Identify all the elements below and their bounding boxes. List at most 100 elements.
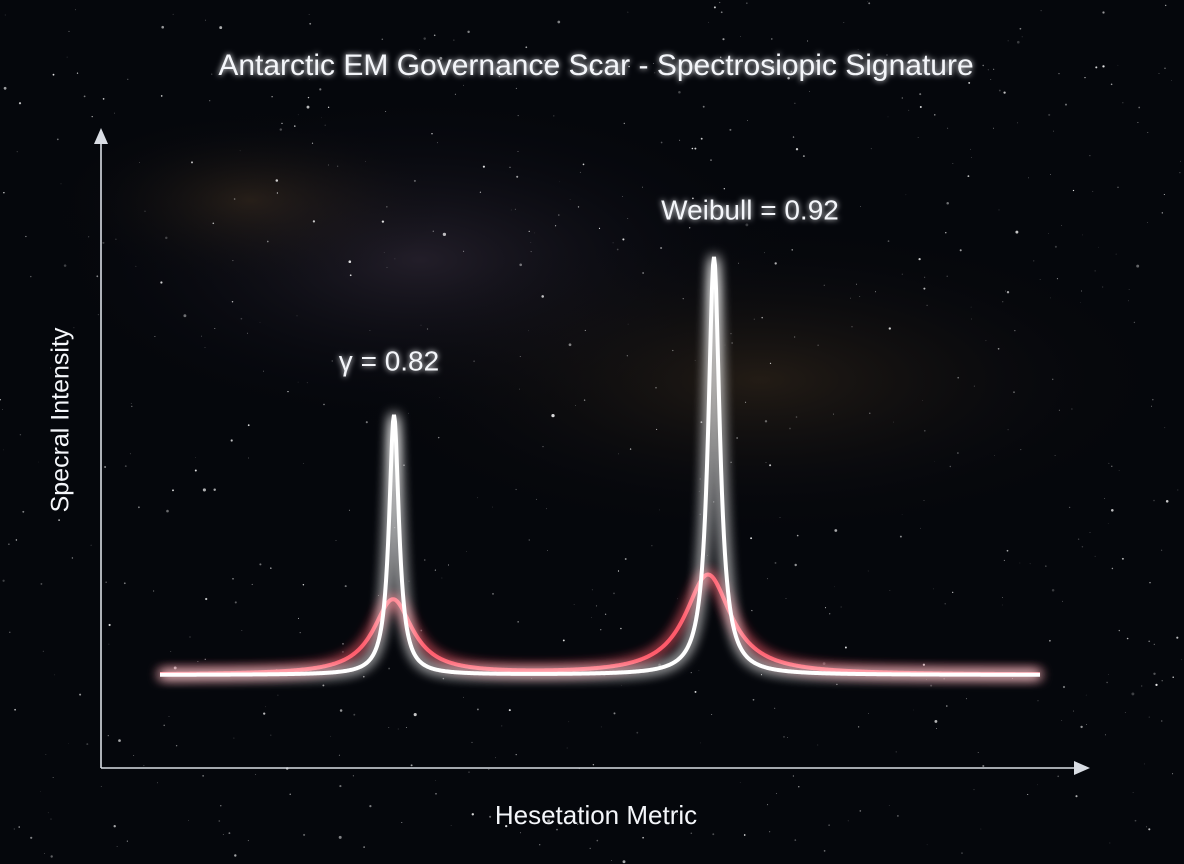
star [1143, 763, 1145, 765]
star [331, 360, 333, 362]
star [319, 88, 322, 91]
star [679, 139, 681, 141]
star [501, 725, 503, 727]
star [642, 272, 644, 274]
star [419, 49, 421, 51]
star [498, 75, 500, 78]
star [211, 73, 213, 75]
star [539, 844, 541, 846]
star [489, 815, 492, 818]
star [509, 166, 511, 168]
star [401, 822, 403, 823]
star [97, 314, 99, 316]
star [1004, 290, 1007, 292]
star [528, 539, 530, 541]
star [299, 631, 301, 634]
star [935, 727, 938, 730]
star [658, 663, 661, 667]
star [1160, 549, 1163, 551]
star [108, 623, 111, 627]
star [1127, 300, 1129, 302]
star [307, 96, 310, 99]
star [926, 679, 927, 680]
star [270, 567, 272, 569]
star [794, 336, 796, 338]
star [468, 771, 470, 773]
star [44, 853, 45, 854]
star [1081, 546, 1084, 548]
star [107, 735, 109, 737]
star [1062, 685, 1066, 689]
star [626, 355, 628, 357]
star [353, 713, 356, 716]
star [555, 225, 557, 227]
star [919, 93, 922, 96]
star [508, 709, 511, 712]
star [908, 109, 910, 111]
star [930, 684, 933, 687]
star [566, 747, 568, 749]
star [901, 273, 903, 275]
star [616, 248, 619, 251]
star [751, 610, 753, 612]
star [312, 220, 316, 223]
star [410, 65, 412, 67]
star [83, 95, 86, 98]
star [1040, 10, 1042, 12]
star [1057, 775, 1060, 778]
star [558, 214, 560, 216]
star [303, 833, 306, 836]
star [265, 706, 267, 708]
star [1020, 449, 1022, 451]
star [689, 227, 691, 229]
star [651, 545, 653, 547]
star [1082, 234, 1083, 236]
star [362, 675, 365, 678]
star [980, 828, 982, 830]
star [239, 150, 241, 152]
star [516, 175, 519, 178]
star [993, 68, 995, 70]
star [68, 743, 69, 744]
star [769, 464, 772, 467]
star [694, 360, 696, 361]
star [823, 850, 826, 852]
star [1177, 489, 1179, 491]
star [1028, 177, 1029, 179]
star [1051, 378, 1054, 381]
star [3, 449, 4, 451]
star [922, 663, 926, 666]
star [611, 860, 612, 861]
star [1102, 286, 1104, 288]
star [785, 598, 787, 599]
star [123, 582, 126, 585]
star [743, 834, 746, 836]
star [794, 563, 797, 567]
star [321, 117, 323, 119]
star [1128, 289, 1130, 290]
star [330, 58, 332, 60]
star [1172, 676, 1174, 678]
star [233, 737, 235, 739]
star [690, 832, 693, 835]
star [982, 64, 984, 67]
star [834, 529, 838, 532]
star [710, 159, 712, 161]
star [713, 6, 716, 9]
star [783, 736, 785, 738]
star [1033, 260, 1035, 262]
star [1172, 773, 1174, 775]
star [308, 14, 310, 15]
star [694, 690, 697, 693]
star [1094, 270, 1096, 272]
star [1165, 4, 1167, 7]
star [378, 595, 379, 596]
star [1072, 189, 1075, 192]
star [1019, 27, 1022, 30]
star [1077, 538, 1080, 540]
star [311, 142, 314, 144]
star [1141, 685, 1143, 687]
star [294, 125, 296, 127]
star [917, 136, 919, 138]
star [471, 741, 473, 743]
